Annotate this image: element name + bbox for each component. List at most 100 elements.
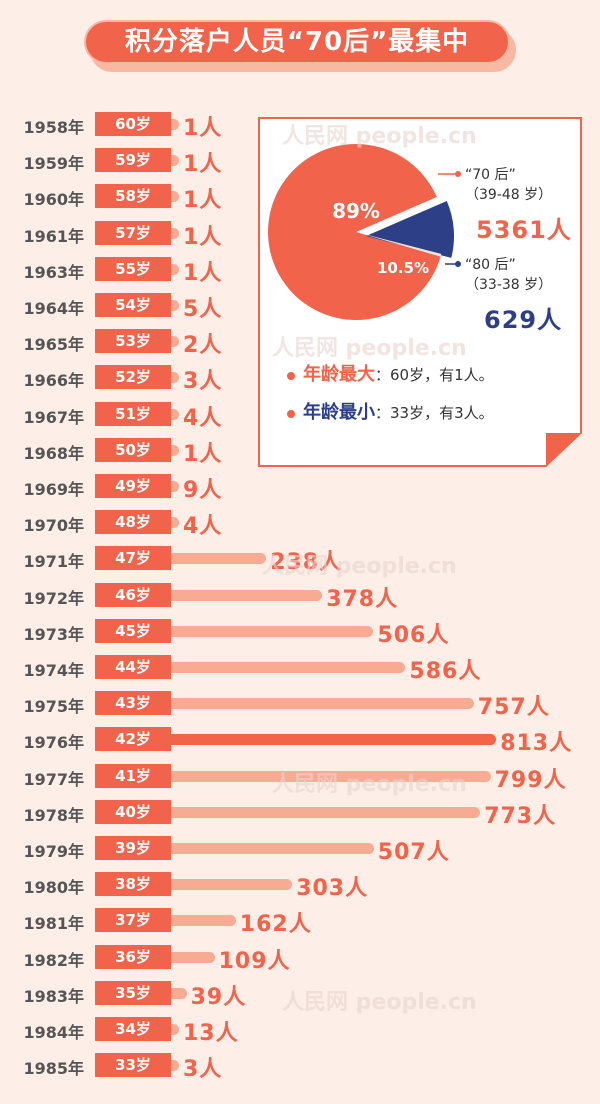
- age-label: 53岁: [95, 329, 171, 354]
- value-label: 1人: [183, 152, 223, 178]
- watermark: 人民网 people.cn: [272, 336, 467, 361]
- age-label: 33岁: [95, 1053, 171, 1078]
- bullet-icon: [287, 409, 295, 418]
- bar: [171, 625, 374, 637]
- age-label: 47岁: [95, 546, 171, 571]
- age-label: 60岁: [95, 112, 171, 136]
- value-label: 1人: [183, 260, 223, 286]
- age-label: 58岁: [95, 184, 171, 209]
- note-oldest-text: ：60岁，有1人。: [375, 366, 494, 384]
- year-label: 1985年: [23, 1059, 84, 1079]
- year-label: 1980年: [23, 878, 84, 898]
- year-label: 1970年: [23, 516, 84, 536]
- bar: [171, 734, 497, 746]
- year-label: 1974年: [23, 661, 84, 680]
- year-label: 1983年: [23, 986, 84, 1006]
- value-label: 39人: [190, 984, 247, 1010]
- year-label: 1967年: [23, 407, 84, 427]
- value-label: 3人: [183, 1057, 223, 1083]
- value-label: 773人: [484, 803, 557, 829]
- bar: [171, 119, 179, 130]
- age-label: 43岁: [95, 691, 171, 716]
- year-label: 1960年: [23, 190, 84, 210]
- age-label: 41岁: [95, 763, 171, 788]
- age-label: 35岁: [95, 980, 171, 1005]
- bullet-icon: [287, 371, 295, 380]
- watermark: 人民网 people.cn: [262, 554, 457, 579]
- age-label: 51岁: [95, 401, 171, 426]
- bar: [171, 408, 179, 420]
- year-label: 1981年: [23, 914, 84, 934]
- year-label: 1984年: [23, 1023, 84, 1042]
- bar: [171, 481, 179, 492]
- year-label: 1966年: [23, 371, 84, 391]
- age-label: 52岁: [95, 365, 171, 390]
- bar: [171, 300, 179, 311]
- value-label: 813人: [500, 731, 573, 757]
- bar: [171, 879, 293, 891]
- value-label: 506人: [377, 622, 450, 648]
- note-youngest-text: ：33岁，有3人。: [375, 404, 494, 422]
- value-label: 1人: [183, 188, 223, 214]
- note-oldest-key: 年龄最大: [303, 364, 375, 385]
- legend-70s-name: “70 后”: [465, 167, 516, 183]
- value-label: 303人: [296, 876, 369, 902]
- year-label: 1982年: [23, 950, 84, 970]
- bar: [171, 770, 491, 782]
- year-label: 1958年: [23, 118, 84, 137]
- value-label: 1人: [183, 441, 223, 467]
- value-label: 4人: [183, 514, 223, 540]
- age-label: 39岁: [95, 836, 171, 860]
- age-label: 44岁: [95, 655, 171, 679]
- age-label: 42岁: [95, 727, 171, 752]
- watermark: 人民网 people.cn: [272, 772, 467, 797]
- bar: [171, 951, 215, 963]
- legend-80s-range: （33-38 岁）: [465, 277, 553, 293]
- bar: [171, 155, 179, 167]
- year-label: 1975年: [23, 697, 84, 717]
- age-label: 49岁: [95, 474, 171, 498]
- age-label: 45岁: [95, 618, 171, 643]
- year-label: 1959年: [23, 154, 84, 174]
- year-label: 1977年: [23, 769, 84, 789]
- bar: [171, 843, 374, 854]
- year-label: 1963年: [23, 262, 84, 282]
- age-label: 37岁: [95, 908, 171, 933]
- value-label: 238人: [270, 550, 343, 576]
- value-label: 586人: [409, 659, 482, 684]
- bar: [171, 915, 236, 927]
- value-label: 507人: [377, 840, 450, 865]
- year-label: 1979年: [23, 842, 84, 861]
- bar: [171, 698, 474, 710]
- year-label: 1972年: [23, 588, 84, 608]
- note-oldest: 年龄最大：60岁，有1人。: [287, 360, 494, 386]
- value-label: 13人: [183, 1021, 239, 1046]
- value-label: 9人: [183, 478, 223, 503]
- legend-70s-range: （39-48 岁）: [465, 187, 553, 203]
- year-label: 1971年: [23, 552, 84, 572]
- value-label: 109人: [218, 948, 291, 974]
- age-label: 48岁: [95, 510, 171, 535]
- bar: [171, 372, 179, 384]
- age-label: 34岁: [95, 1017, 171, 1041]
- bar: [171, 336, 179, 348]
- bar: [171, 987, 187, 999]
- bar: [171, 1024, 179, 1035]
- bar: [171, 517, 179, 529]
- page-title: 积分落户人员“70后”最集中: [124, 27, 470, 57]
- age-label: 55岁: [95, 256, 171, 281]
- value-label: 757人: [477, 695, 550, 721]
- bar: [171, 444, 179, 456]
- value-label: 1人: [183, 224, 223, 250]
- value-label: 1人: [183, 116, 223, 141]
- value-label: 5人: [183, 297, 223, 322]
- year-label: 1978年: [23, 805, 84, 825]
- watermark: 人民网 people.cn: [282, 990, 477, 1015]
- bar: [171, 1060, 179, 1072]
- title-banner: 积分落户人员“70后”最集中: [84, 20, 516, 72]
- value-label: 4人: [183, 405, 223, 431]
- age-label: 50岁: [95, 437, 171, 462]
- page-fold-icon: [546, 433, 582, 467]
- value-label: 799人: [494, 767, 567, 793]
